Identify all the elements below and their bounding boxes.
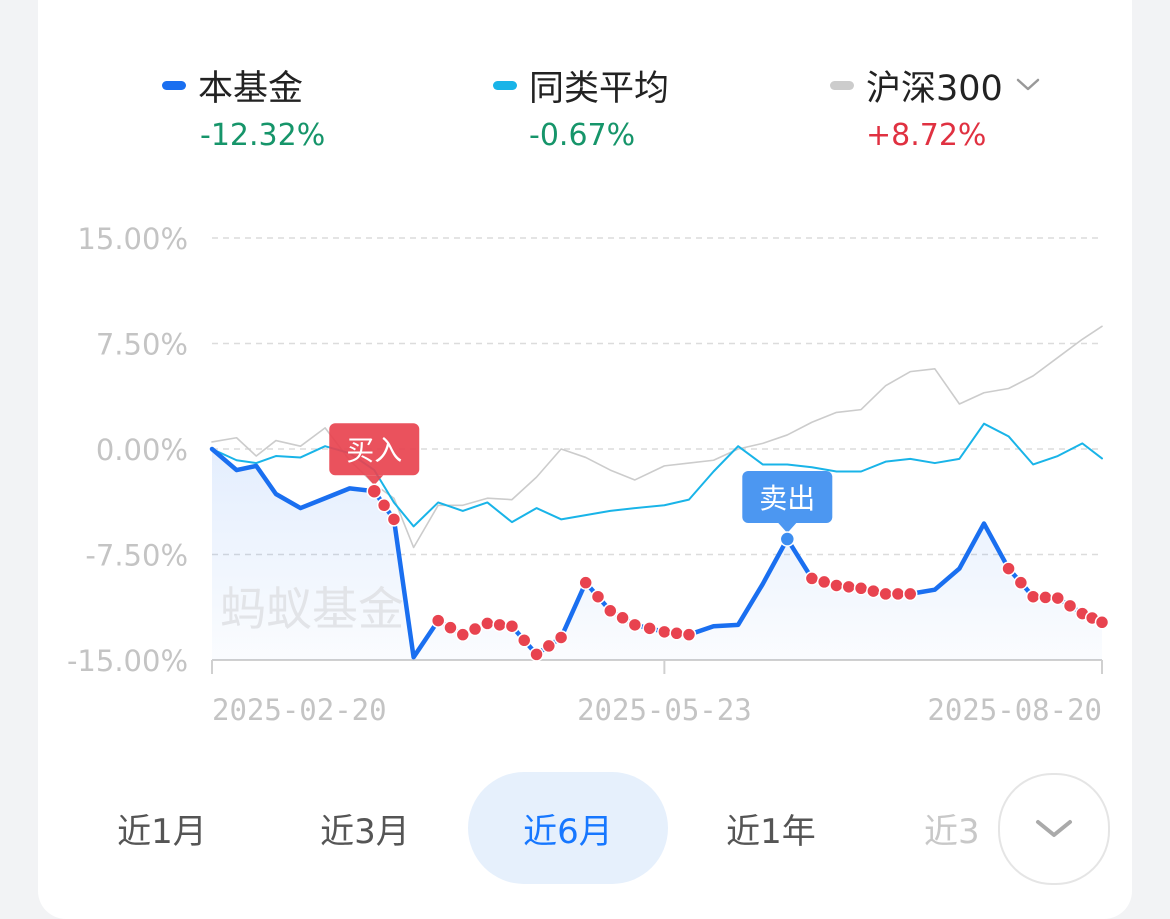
chevron-down-icon [1036,820,1072,837]
buy-point [902,586,918,602]
y-tick-label: -7.50% [85,539,188,573]
buy-point [853,581,869,596]
legend-benchmark-selector[interactable]: 沪深300 +8.72% [830,60,1041,153]
buy-point [681,627,697,642]
hs300-dash-icon [830,80,854,90]
y-tick-label: 7.50% [96,328,188,362]
tab-1-month[interactable]: 近1月 [117,811,207,852]
buy-point [878,586,893,602]
legend-category-avg-label: 同类平均 [529,68,670,109]
buy-point [480,616,495,631]
buy-point [492,617,507,633]
y-tick-label: 15.00% [77,222,188,256]
tab-1-year[interactable]: 近1年 [726,811,816,852]
buy-tag-label: 买入 [346,434,402,467]
buy-point [386,512,402,527]
tab-3-months[interactable]: 近3月 [320,811,410,852]
buy-point [804,571,820,586]
buy-point [467,621,483,637]
buy-point [1062,598,1078,614]
buy-point [455,627,471,642]
legend-category-avg: 同类平均 -0.67% [493,60,669,153]
buy-point [866,583,881,599]
legend-fund: 本基金 -12.32% [162,60,325,153]
y-tick-label: -15.00% [67,644,188,678]
x-tick-label: 2025-05-23 [577,693,752,727]
buy-point [1013,575,1029,590]
sell-tag-label: 卖出 [759,482,815,515]
buy-point [615,610,630,626]
sell-point [779,531,796,547]
buy-point [657,624,672,640]
buy-point [669,626,684,641]
buy-point [1094,615,1110,630]
more-periods-button[interactable] [998,773,1110,885]
buy-point [1038,590,1053,605]
x-tick-label: 2025-08-20 [927,693,1102,727]
buy-point [627,617,643,633]
fund-area [212,449,1102,660]
buy-point [1025,589,1041,604]
buy-point [443,620,458,635]
buy-point [603,603,618,619]
buy-point [504,618,520,634]
buy-point [1001,561,1016,576]
legend-fund-value: -12.32% [200,118,326,153]
x-tick-label: 2025-02-20 [212,693,387,727]
buy-point [578,575,593,590]
tab-3-years[interactable]: 近3 [924,811,980,852]
buy-point [430,613,446,628]
chevron-down-icon[interactable] [1015,77,1041,93]
buy-point [541,638,557,654]
legend-fund-label: 本基金 [198,68,304,109]
buy-point [516,633,532,648]
buy-point [642,621,657,636]
buy-point [366,483,383,499]
tab-6-months[interactable]: 近6月 [468,772,668,884]
buy-tag-pointer [365,475,384,486]
sell-tag-bubble [742,471,833,524]
buy-point [553,630,569,645]
watermark-text: 蚂蚁基金 [220,582,404,636]
buy-point [1050,590,1065,606]
sell-tag-pointer [778,523,797,534]
y-tick-label: 0.00% [96,433,188,467]
category-avg-dash-icon [493,80,517,90]
buy-point [529,647,544,662]
buy-point [816,574,832,590]
legend-category-avg-value: -0.67% [529,118,636,153]
buy-point [841,579,857,595]
buy-point [890,586,906,602]
buy-point [376,498,392,513]
fund-dash-icon [162,80,186,90]
performance-chart: 15.00% 7.50% 0.00% -7.50% -15.00% 2025-02-20 2… [67,222,1110,727]
legend-hs300-label: 沪深300 [866,68,1003,109]
buy-point [829,578,844,593]
period-tabs: 近1月 近3月 近6月 近1年 近3 [0,772,1170,884]
buy-tag-bubble [329,423,420,476]
legend-hs300-value: +8.72% [866,118,987,153]
buy-point [590,589,606,604]
